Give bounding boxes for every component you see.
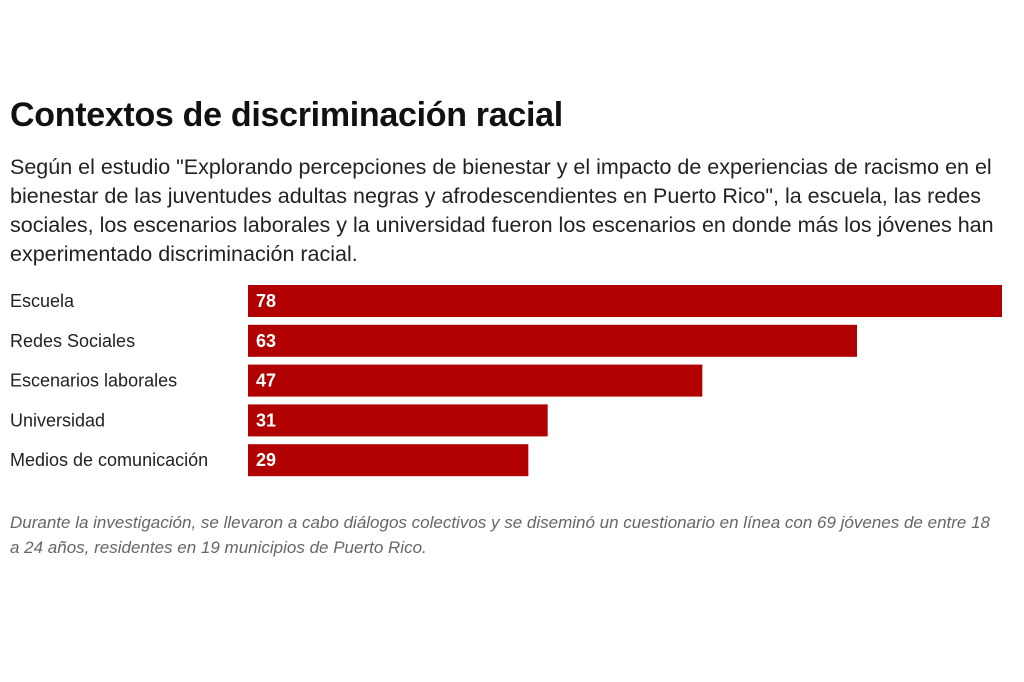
chart-note: Durante la investigación, se llevaron a … bbox=[10, 513, 990, 557]
category-label: Medios de comunicación bbox=[10, 450, 208, 470]
bar-value-label: 31 bbox=[256, 410, 276, 430]
bar bbox=[248, 444, 529, 477]
bar bbox=[248, 324, 857, 357]
category-label: Escuela bbox=[10, 291, 75, 311]
bar-value-label: 63 bbox=[256, 331, 276, 351]
category-label: Universidad bbox=[10, 410, 105, 430]
bar-chart: Escuela 78 Redes Sociales 63 Escenarios labo… bbox=[0, 280, 1024, 490]
category-label: Escenarios laborales bbox=[10, 371, 177, 391]
bar bbox=[248, 285, 1002, 317]
chart-title: Contextos de discriminación racial bbox=[10, 96, 563, 134]
bar-chart-svg: Escuela 78 Redes Sociales 63 Escenarios labo… bbox=[10, 285, 1002, 477]
category-label: Redes Sociales bbox=[10, 331, 135, 351]
bar-value-label: 47 bbox=[256, 371, 276, 391]
chart-subtitle: Según el estudio "Explorando percepcione… bbox=[10, 155, 994, 266]
bar-value-label: 29 bbox=[256, 450, 276, 470]
bar-value-label: 78 bbox=[256, 291, 276, 311]
bar bbox=[248, 364, 703, 397]
bar bbox=[248, 404, 548, 437]
